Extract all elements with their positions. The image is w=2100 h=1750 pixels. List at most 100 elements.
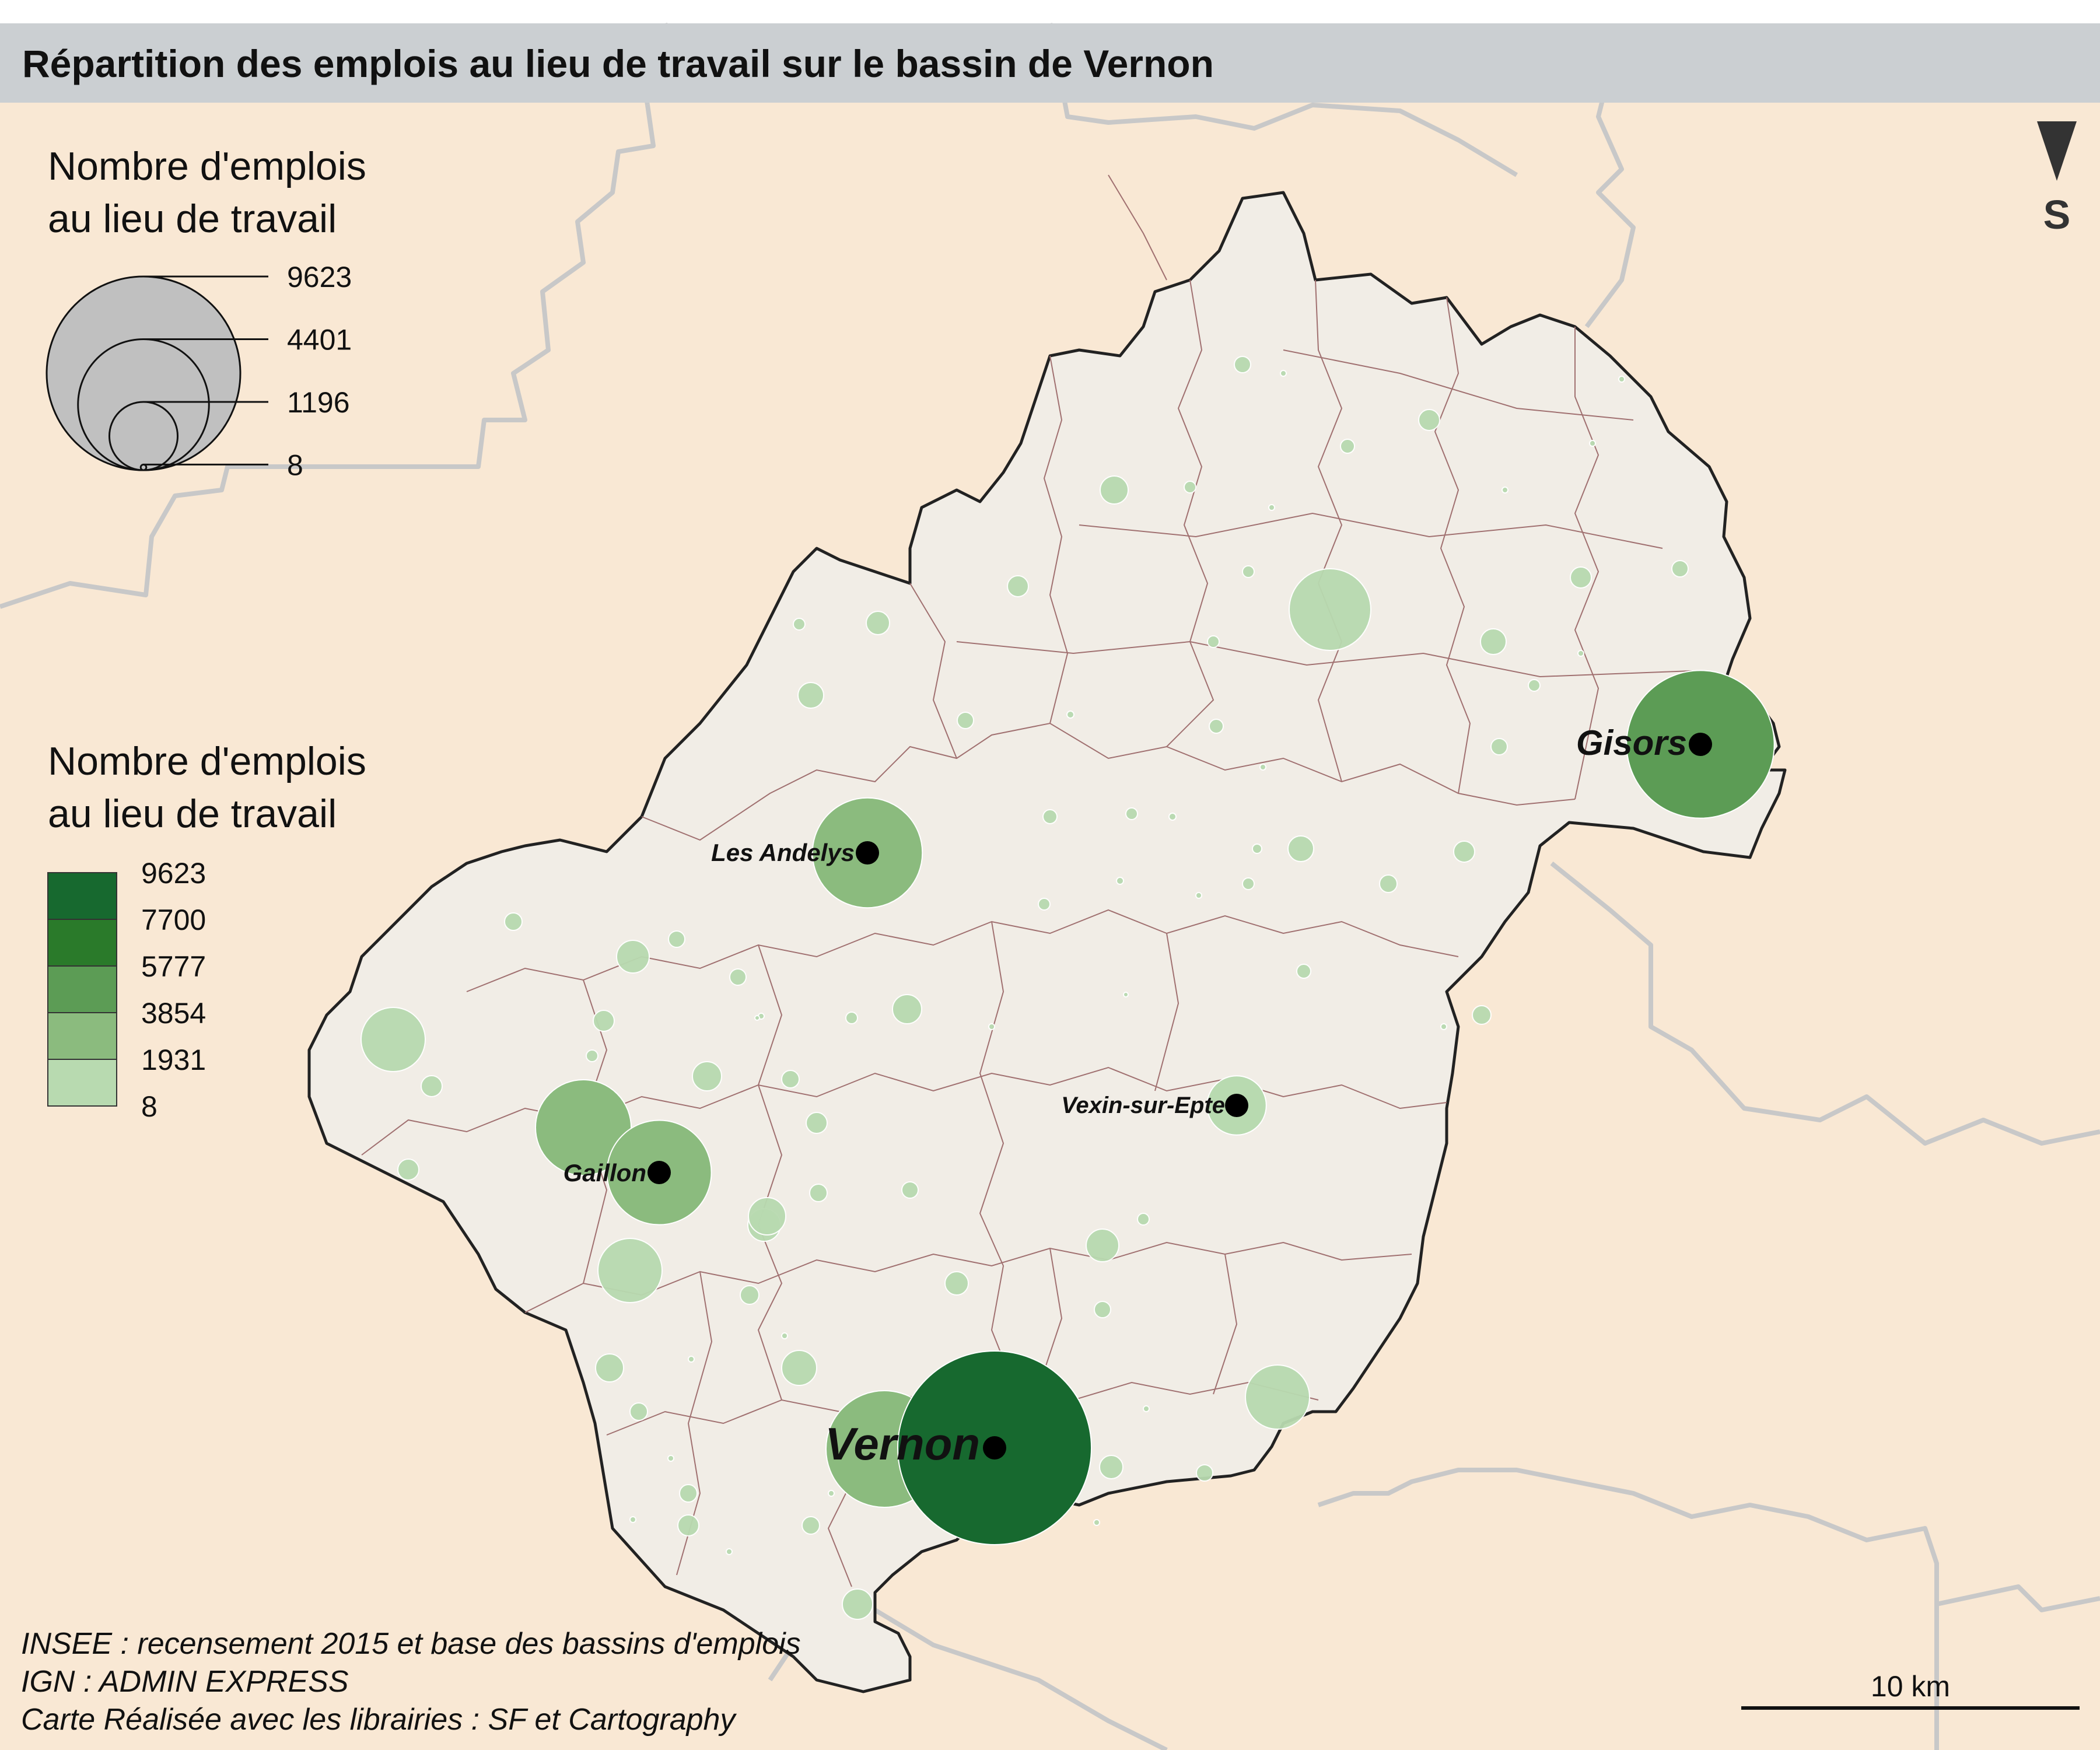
commune-circle [616, 940, 650, 974]
color-legend-box [47, 919, 117, 967]
commune-circle [1094, 1301, 1111, 1318]
commune-circle [1490, 738, 1508, 755]
commune-circle [1259, 764, 1266, 771]
commune-circle [629, 1402, 648, 1421]
commune-circle [957, 712, 974, 729]
commune-circle [1086, 1228, 1119, 1262]
color-legend-label: 9623 [141, 857, 206, 890]
commune-circle [1296, 964, 1311, 979]
commune-circle [504, 912, 523, 931]
commune-circle [1168, 813, 1177, 821]
commune-circle [595, 1353, 624, 1382]
commune-circle [1245, 1364, 1310, 1430]
commune-circle [1589, 440, 1596, 447]
commune-circle [1123, 992, 1129, 998]
commune-circle [1242, 565, 1255, 578]
source-line-1: INSEE : recensement 2015 et base des bas… [21, 1627, 801, 1661]
commune-circle [1528, 679, 1541, 692]
color-legend-boxes: 9623 7700 5777 3854 1931 8 [47, 857, 206, 1123]
commune-circle [781, 1332, 788, 1339]
commune-circle [1502, 487, 1508, 494]
commune-circle [740, 1285, 760, 1305]
size-legend-title-line2: au lieu de travail [48, 197, 337, 241]
commune-circle [1099, 1455, 1124, 1479]
commune-circle [1671, 560, 1689, 578]
commune-circle [1196, 1464, 1213, 1482]
city-marker [1689, 733, 1712, 756]
commune-circle [729, 968, 747, 986]
commune-circle [1093, 1519, 1100, 1526]
commune-circle [802, 1516, 820, 1535]
commune-circle [726, 1548, 733, 1555]
commune-circle [1007, 575, 1029, 597]
size-legend-title-line1: Nombre d'emplois [48, 144, 366, 188]
commune-circle [748, 1197, 786, 1236]
city-label: Vexin-sur-Epte [1061, 1093, 1225, 1118]
city-marker [983, 1436, 1006, 1460]
commune-circle [1480, 628, 1507, 655]
commune-circle [1287, 835, 1314, 862]
north-arrow-label: S [2043, 192, 2071, 237]
color-legend-box [47, 1059, 117, 1107]
commune-circle [593, 1010, 615, 1032]
source-line-2: IGN : ADMIN EXPRESS [21, 1665, 349, 1699]
commune-circle [1207, 635, 1220, 648]
color-legend-title-line2: au lieu de travail [48, 792, 337, 836]
commune-circle [1234, 356, 1251, 373]
city-marker [856, 841, 879, 864]
commune-circle [901, 1181, 919, 1199]
size-legend-label: 9623 [287, 261, 352, 293]
commune-circle [1570, 566, 1592, 589]
scale-bar-label: 10 km [1871, 1670, 1950, 1703]
commune-circle [629, 1516, 636, 1523]
top-margin [0, 0, 2100, 23]
commune-circle [781, 1350, 817, 1386]
commune-circle [1184, 481, 1196, 494]
commune-circle [1280, 370, 1287, 377]
city-label: Gisors [1576, 723, 1687, 762]
commune-circle [892, 994, 922, 1024]
commune-circle [535, 1079, 632, 1176]
commune-circle [586, 1049, 598, 1062]
commune-circle [421, 1075, 443, 1097]
commune-circle [828, 1490, 835, 1497]
color-legend-title-line1: Nombre d'emplois [48, 739, 366, 783]
size-legend-circles: 9623 4401 1196 8 [46, 261, 352, 481]
color-legend-box [47, 872, 117, 920]
commune-circle [809, 1184, 828, 1202]
commune-circle [1137, 1213, 1150, 1226]
commune-circle [793, 618, 806, 631]
commune-circle [845, 1012, 858, 1024]
commune-circle [1472, 1005, 1492, 1025]
commune-circle [797, 682, 824, 709]
color-legend-label: 5777 [141, 950, 206, 983]
commune-circle [1242, 877, 1255, 890]
commune-circle [677, 1514, 699, 1536]
city-marker [1225, 1094, 1248, 1117]
size-legend-label: 8 [287, 449, 303, 481]
commune-circle [1209, 719, 1224, 734]
commune-circle [679, 1484, 698, 1503]
color-legend: Nombre d'emplois au lieu de travail 9623… [47, 739, 366, 1123]
color-legend-box [47, 1012, 117, 1060]
city-circles: Vernon Gisors Les Andelys Gaillon Vexin-sur-… [535, 670, 1775, 1545]
city-label: Gaillon [564, 1159, 646, 1186]
commune-circle [866, 611, 890, 635]
north-arrow: S [2037, 121, 2077, 237]
basin-region [307, 191, 1787, 1693]
commune-circle [1289, 568, 1371, 651]
commune-circle [1453, 841, 1475, 863]
color-legend-label: 1931 [141, 1044, 206, 1076]
commune-circle [988, 1023, 995, 1030]
commune-circle [754, 1015, 760, 1021]
city-marker [648, 1161, 671, 1184]
commune-circle [688, 1356, 695, 1363]
commune-circle [1116, 877, 1124, 885]
commune-circle [842, 1588, 873, 1620]
source-line-3: Carte Réalisée avec les librairies : SF … [21, 1703, 737, 1737]
commune-circle [1100, 475, 1129, 505]
commune-circle [944, 1271, 969, 1296]
commune-circle [692, 1061, 722, 1091]
size-legend-circle [108, 401, 179, 471]
commune-circle [806, 1112, 828, 1134]
